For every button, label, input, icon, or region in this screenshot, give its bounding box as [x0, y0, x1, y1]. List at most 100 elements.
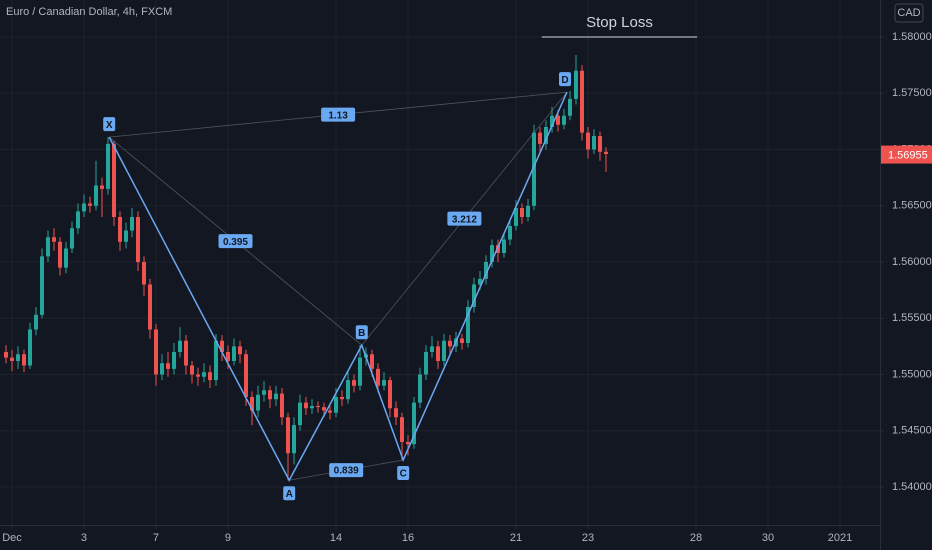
point-label: D	[561, 75, 568, 86]
candle-body	[243, 354, 248, 397]
candle-body	[153, 329, 158, 375]
ratio-box	[329, 463, 364, 478]
candle-body	[69, 228, 74, 249]
point-label: X	[106, 120, 113, 131]
y-tick-label: 1.54000	[892, 481, 932, 493]
candle-body	[201, 372, 206, 377]
candle-body	[171, 351, 176, 369]
point-box	[103, 117, 116, 132]
candle-body	[219, 340, 224, 352]
x-tick-label: 9	[225, 532, 231, 544]
x-tick-label: 2021	[828, 532, 852, 544]
x-tick-label: Dec	[2, 532, 22, 544]
candle-body	[591, 136, 596, 150]
candle-body	[405, 441, 410, 445]
candle-body	[369, 354, 374, 369]
candle-body	[297, 402, 302, 426]
candle-body	[111, 143, 116, 217]
x-tick-label: 14	[330, 532, 342, 544]
candle-body	[123, 230, 128, 242]
candle-body	[51, 237, 56, 242]
candle-body	[249, 396, 254, 411]
candle-body	[477, 278, 482, 285]
candle-body	[387, 380, 392, 409]
y-tick-label: 1.55500	[892, 312, 932, 324]
axes: 1.54000 1.54500 1.55000 1.55500 1.56000 1.565…	[2, 31, 932, 544]
candle-body	[189, 365, 194, 375]
x-tick-label: 7	[153, 532, 159, 544]
candle-body	[603, 151, 608, 155]
candle-body	[543, 127, 548, 144]
last-price-box	[881, 145, 932, 164]
candle-body	[393, 408, 398, 418]
candle-body	[423, 351, 428, 375]
candle-body	[195, 374, 200, 377]
candle-body	[75, 211, 80, 229]
candle-body	[561, 115, 566, 125]
candle-body	[33, 314, 38, 330]
x-tick-label: 28	[690, 532, 702, 544]
candle-body	[435, 346, 440, 361]
currency-button[interactable]	[894, 3, 924, 23]
y-tick-label: 1.56500	[892, 200, 932, 212]
candle-body	[531, 132, 536, 206]
candle-body	[285, 417, 290, 454]
candle-body	[489, 245, 494, 262]
candle-body	[237, 346, 242, 355]
candle-body	[321, 407, 326, 411]
candle-body	[63, 248, 68, 268]
candle-body	[567, 98, 572, 116]
currency-label[interactable]: CAD	[897, 7, 920, 19]
y-tick-label: 1.56000	[892, 256, 932, 268]
point-label: A	[286, 489, 293, 500]
candle-body	[333, 396, 338, 413]
candle-body	[351, 380, 356, 386]
y-tick-label: 1.55000	[892, 368, 932, 380]
candle-body	[519, 207, 524, 217]
point-label: B	[358, 328, 365, 339]
candle-body	[9, 357, 14, 361]
candle-body	[159, 363, 164, 375]
candle-body	[225, 351, 230, 361]
candle-body	[597, 136, 602, 152]
point-label: C	[400, 469, 407, 480]
candle-body	[513, 207, 518, 226]
candle-body	[465, 306, 470, 343]
point-box	[397, 465, 410, 480]
candle-body	[15, 354, 20, 361]
candle-body	[471, 284, 476, 307]
candle-body	[309, 405, 314, 409]
candle-body	[525, 205, 530, 217]
y-tick-label: 1.57500	[892, 87, 932, 99]
candle-body	[381, 380, 386, 386]
candle-body	[57, 241, 62, 268]
grid	[0, 0, 880, 525]
candle-body	[279, 393, 284, 418]
candle-body	[429, 346, 434, 352]
candle-body	[357, 357, 362, 386]
candle-body	[327, 410, 332, 413]
candle-body	[537, 132, 542, 144]
candle-body	[177, 340, 182, 352]
candle-body	[141, 261, 146, 285]
y-tick-label: 1.58000	[892, 31, 932, 43]
candle-body	[99, 185, 104, 189]
stop-loss-label: Stop Loss	[586, 14, 653, 31]
candle-body	[87, 203, 92, 206]
candle-body	[573, 70, 578, 99]
candle-body	[411, 402, 416, 445]
x-tick-label: 23	[582, 532, 594, 544]
candle-body	[3, 351, 8, 358]
candle-body	[585, 132, 590, 150]
candle-body	[459, 338, 464, 343]
ratio-box	[218, 234, 253, 249]
candle-body	[105, 143, 110, 189]
candle-body	[483, 261, 488, 279]
pattern-line	[108, 91, 568, 482]
ratio-label: 3.212	[452, 214, 477, 225]
candle-body	[267, 390, 272, 400]
ratio-box	[321, 107, 356, 122]
